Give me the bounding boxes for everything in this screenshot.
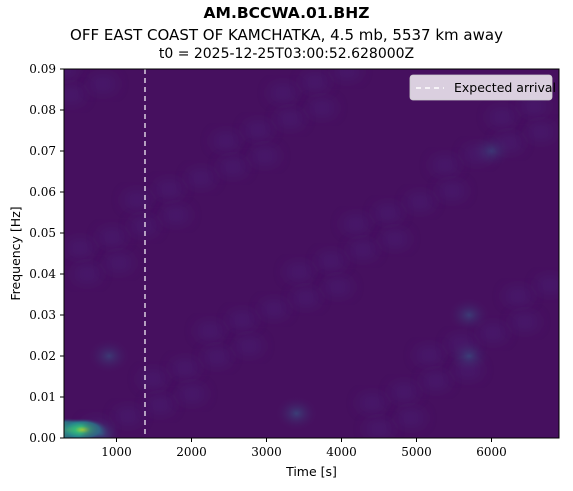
legend-label: Expected arrival xyxy=(454,80,556,95)
x-tick-label: 2000 xyxy=(176,445,207,459)
texture-blob xyxy=(89,75,117,93)
texture-blob xyxy=(203,348,231,366)
texture-blob xyxy=(105,254,133,272)
texture-blob xyxy=(171,359,199,377)
x-tick-label: 5000 xyxy=(401,445,432,459)
y-tick-label: 0.07 xyxy=(29,144,56,158)
texture-blob xyxy=(212,132,240,150)
heat-hotspot xyxy=(447,338,491,374)
texture-blob xyxy=(431,156,459,174)
texture-blob xyxy=(397,409,425,427)
plot-frame xyxy=(63,68,560,439)
heat-hotspot xyxy=(447,297,491,333)
texture-blob xyxy=(381,230,409,248)
y-tick-label: 0.01 xyxy=(29,390,56,404)
texture-blob xyxy=(98,228,126,246)
texture-blob xyxy=(235,337,263,355)
texture-blob xyxy=(155,180,183,198)
texture-blob xyxy=(260,300,288,318)
texture-blob xyxy=(504,287,532,305)
texture-blob xyxy=(324,278,352,296)
texture-blob xyxy=(365,420,393,438)
texture-blob xyxy=(64,69,78,78)
texture-blob xyxy=(228,311,256,329)
texture-blob xyxy=(219,158,247,176)
heat-hotspot xyxy=(469,133,514,169)
texture-blob xyxy=(187,169,215,187)
texture-blob xyxy=(66,239,94,257)
x-tick-label: 3000 xyxy=(251,445,282,459)
chart-subtitle-time: t0 = 2025-12-25T03:00:52.628000Z xyxy=(158,46,415,62)
texture-blob xyxy=(114,407,142,425)
texture-blob xyxy=(415,346,443,364)
texture-blob xyxy=(438,182,466,200)
y-tick-label: 0.09 xyxy=(29,62,56,76)
texture-blob xyxy=(301,73,329,91)
texture-blob xyxy=(64,86,85,104)
texture-blob xyxy=(285,263,313,281)
y-tick-label: 0.08 xyxy=(29,103,56,117)
texture-blob xyxy=(292,289,320,307)
texture-blob xyxy=(342,215,370,233)
chart-subtitle: OFF EAST COAST OF KAMCHATKA, 4.5 mb, 553… xyxy=(70,26,503,44)
chart-title: AM.BCCWA.01.BHZ xyxy=(203,4,370,22)
texture-blob xyxy=(358,394,386,412)
y-tick-label: 0.03 xyxy=(29,308,56,322)
texture-blob xyxy=(333,69,361,80)
heat-hotspot xyxy=(87,338,131,374)
texture-blob xyxy=(251,147,279,165)
y-tick-label: 0.02 xyxy=(29,349,56,363)
y-tick-label: 0.06 xyxy=(29,185,56,199)
y-axis-label: Frequency [Hz] xyxy=(8,206,23,300)
texture-blob xyxy=(276,110,304,128)
texture-blob xyxy=(488,108,516,126)
x-axis-label: Time [s] xyxy=(285,464,337,479)
heat-hotspot xyxy=(79,415,124,438)
legend-box xyxy=(409,74,553,101)
texture-blob xyxy=(317,252,345,270)
texture-blob xyxy=(162,206,190,224)
texture-blob xyxy=(536,276,559,294)
texture-blob xyxy=(422,372,450,390)
plot-background xyxy=(64,69,559,438)
x-tick-label: 6000 xyxy=(476,445,507,459)
heatmap-layer xyxy=(64,69,559,438)
texture-blob xyxy=(527,123,555,141)
texture-blob xyxy=(308,99,336,117)
texture-blob xyxy=(269,84,297,102)
texture-blob xyxy=(406,193,434,211)
texture-blob xyxy=(178,385,206,403)
texture-blob xyxy=(349,241,377,259)
y-tick-label: 0.00 xyxy=(29,431,56,445)
y-tick-label: 0.05 xyxy=(29,226,56,240)
x-axis: 1000 2000 3000 4000 5000 6000 xyxy=(101,438,507,459)
texture-blob xyxy=(146,396,174,414)
legend: Expected arrival xyxy=(409,74,556,101)
texture-blob xyxy=(73,265,101,283)
x-tick-label: 1000 xyxy=(101,445,132,459)
heat-hotspot xyxy=(274,395,319,432)
y-axis: 0.00 0.01 0.02 0.03 0.04 0.05 0.06 0.07 0.08 0.09 xyxy=(29,62,64,445)
texture-blob xyxy=(390,383,418,401)
texture-blob xyxy=(244,121,272,139)
texture-blob xyxy=(479,324,507,342)
texture-blob xyxy=(130,217,158,235)
y-tick-label: 0.04 xyxy=(29,267,56,281)
x-tick-label: 4000 xyxy=(326,445,357,459)
texture-blob xyxy=(374,204,402,222)
texture-blob xyxy=(520,97,548,115)
texture-blob xyxy=(123,191,151,209)
texture-blob xyxy=(196,322,224,340)
texture-blob xyxy=(139,370,167,388)
texture-blob xyxy=(511,313,539,331)
